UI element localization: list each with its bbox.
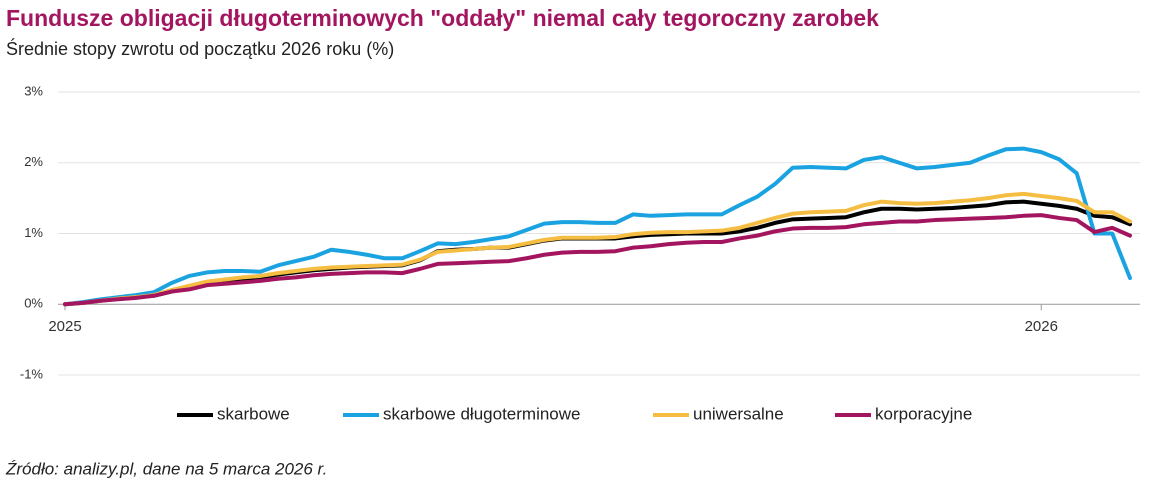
x-tick-label: 2026: [1025, 318, 1058, 335]
legend-label: skarbowe: [217, 404, 290, 423]
y-tick-label: -1%: [20, 366, 44, 381]
source: Źródło: analizy.pl, dane na 5 marca 2026…: [5, 459, 327, 478]
y-tick-label: 1%: [24, 225, 43, 240]
chart-title: Fundusze obligacji długoterminowych "odd…: [6, 5, 879, 31]
y-tick-label: 2%: [24, 154, 43, 169]
y-tick-label: 3%: [24, 83, 43, 98]
line-series: [63, 146, 1132, 307]
y-tick-label: 0%: [24, 296, 43, 311]
legend-label: korporacyjne: [875, 404, 972, 423]
legend-label: skarbowe długoterminowe: [383, 404, 581, 423]
line-series: [63, 191, 1132, 307]
chart-subtitle: Średnie stopy zwrotu od początku 2026 ro…: [6, 38, 394, 59]
x-tick-label: 2025: [48, 318, 81, 335]
legend-label: uniwersalne: [693, 404, 784, 423]
line-series: [63, 213, 1132, 307]
